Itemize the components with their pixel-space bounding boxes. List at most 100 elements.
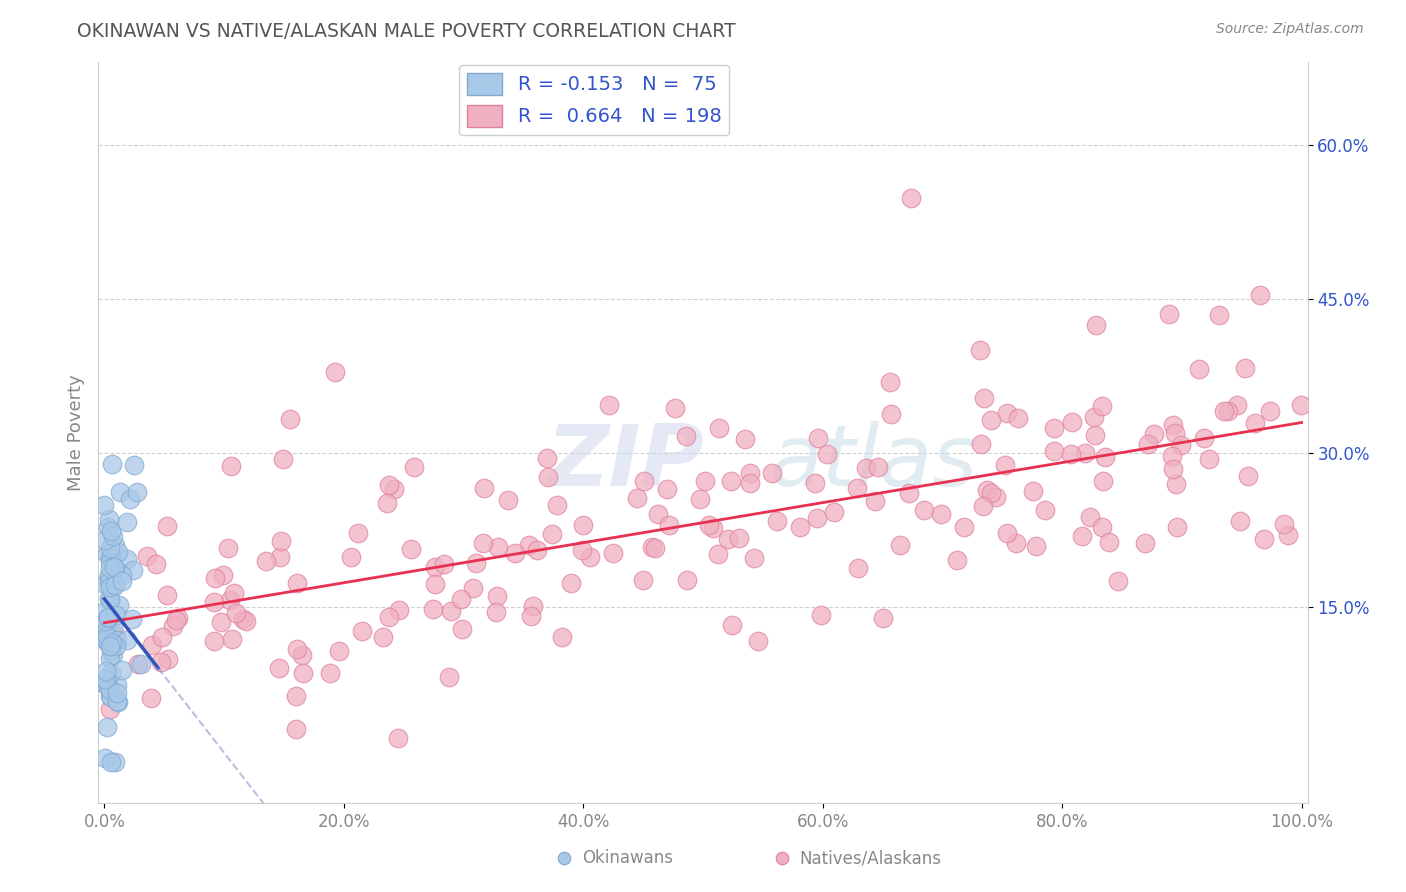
Point <box>111 568 134 582</box>
Point <box>717 532 740 546</box>
Point <box>1170 437 1192 451</box>
Point <box>560 576 582 591</box>
Point <box>1090 520 1112 534</box>
Point <box>94 665 117 679</box>
Point <box>1163 462 1185 476</box>
Point <box>96 547 118 561</box>
Point <box>1025 539 1047 553</box>
Point <box>100 643 122 657</box>
Text: Source: ZipAtlas.com: Source: ZipAtlas.com <box>1216 22 1364 37</box>
Point <box>815 447 838 461</box>
Point <box>150 630 173 644</box>
Point <box>221 459 243 474</box>
Point <box>125 485 148 500</box>
Point <box>104 578 127 592</box>
Point <box>382 482 405 496</box>
Point <box>100 755 122 769</box>
Point <box>285 722 308 736</box>
Point <box>1022 484 1045 499</box>
Point <box>537 469 560 483</box>
Point <box>1216 404 1239 418</box>
Point <box>1007 410 1029 425</box>
Point <box>1161 450 1184 464</box>
Point <box>846 481 869 495</box>
Point <box>422 602 444 616</box>
Point <box>285 576 308 591</box>
Point <box>100 550 122 565</box>
Point <box>655 482 678 496</box>
Point <box>117 551 139 566</box>
Point <box>766 514 789 528</box>
Point <box>271 452 294 467</box>
Point <box>1084 318 1107 332</box>
Point <box>433 557 456 571</box>
Point <box>371 630 394 644</box>
Point <box>269 549 291 564</box>
Point <box>546 498 568 512</box>
Point <box>135 549 157 564</box>
Point <box>1137 437 1160 451</box>
Point <box>520 608 543 623</box>
Point <box>1234 361 1257 376</box>
Point <box>695 474 717 488</box>
Point <box>1249 288 1271 302</box>
Point <box>388 603 411 617</box>
Point <box>1237 469 1260 483</box>
Point <box>721 618 744 632</box>
Point <box>98 640 121 654</box>
Point <box>980 413 1002 427</box>
Point <box>104 628 127 642</box>
Point <box>96 675 118 690</box>
Point <box>98 651 121 665</box>
Point <box>115 633 138 648</box>
Point <box>503 545 526 559</box>
Point <box>96 634 118 648</box>
Point <box>1097 535 1119 549</box>
Point <box>254 554 277 568</box>
Point <box>156 651 179 665</box>
Point <box>104 755 127 769</box>
Point <box>1084 428 1107 442</box>
Point <box>994 458 1017 472</box>
Point <box>104 560 127 574</box>
Point <box>235 614 257 628</box>
Text: OKINAWAN VS NATIVE/ALASKAN MALE POVERTY CORRELATION CHART: OKINAWAN VS NATIVE/ALASKAN MALE POVERTY … <box>77 22 735 41</box>
Point <box>100 458 122 472</box>
Point <box>900 191 922 205</box>
Point <box>375 496 398 510</box>
Point <box>747 634 769 648</box>
Point <box>526 543 548 558</box>
Text: ZIP: ZIP <box>546 421 703 504</box>
Point <box>707 548 730 562</box>
Point <box>633 475 655 489</box>
Point <box>1253 532 1275 546</box>
Point <box>100 576 122 591</box>
Point <box>323 365 346 379</box>
Point <box>165 614 187 628</box>
Point <box>742 550 765 565</box>
Point <box>96 615 118 629</box>
Point <box>105 685 128 699</box>
Point <box>1090 400 1112 414</box>
Point <box>217 541 239 555</box>
Point <box>1289 399 1312 413</box>
Point <box>127 657 149 672</box>
Point <box>1092 474 1115 488</box>
Point <box>472 481 495 495</box>
Point <box>1133 536 1156 550</box>
Point <box>541 527 564 541</box>
Point <box>450 622 472 636</box>
Point <box>880 407 903 421</box>
Point <box>522 599 544 614</box>
Point <box>167 610 190 624</box>
Point <box>804 476 827 491</box>
Point <box>641 540 664 554</box>
Point <box>980 486 1002 500</box>
Point <box>631 573 654 587</box>
Point <box>122 563 145 577</box>
Point <box>399 542 422 557</box>
Point <box>972 500 994 514</box>
Point <box>141 638 163 652</box>
Point <box>97 520 120 534</box>
Point <box>1060 447 1083 461</box>
